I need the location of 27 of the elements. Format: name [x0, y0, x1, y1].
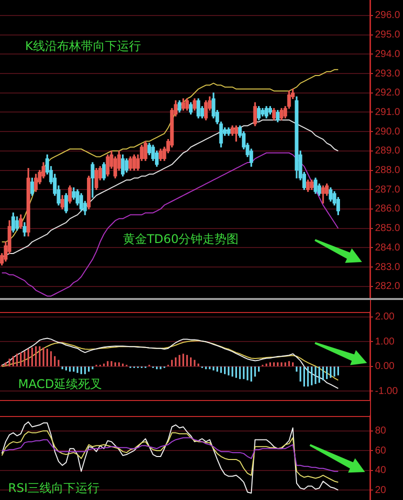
y-tick-label: 2.00 [375, 312, 395, 323]
annotation: RSI三线向下运行 [8, 481, 100, 496]
y-tick-label: 288.0 [375, 165, 400, 176]
y-tick-label: 282.0 [375, 281, 400, 292]
y-tick-label: 283.0 [375, 262, 400, 273]
y-tick-label: 286.0 [375, 204, 400, 215]
y-tick-label: 292.0 [375, 88, 400, 99]
y-tick-label: 290.0 [375, 126, 400, 138]
y-tick-label: 1.00 [375, 336, 395, 348]
y-tick-label: 0.00 [375, 361, 395, 372]
y-tick-label: 80 [375, 426, 387, 437]
y-tick-label: -1.00 [375, 386, 398, 397]
y-tick-label: 294.0 [375, 48, 400, 60]
y-tick-label: 291.0 [375, 106, 400, 118]
annotation: K线沿布林带向下运行 [25, 39, 142, 54]
y-tick-label: 60 [375, 445, 387, 456]
y-tick-label: 287.0 [375, 184, 400, 196]
y-tick-label: 296.0 [375, 10, 400, 22]
y-tick-label: 295.0 [375, 30, 400, 41]
y-tick-label: 284.0 [375, 242, 400, 254]
y-tick-label: 285.0 [375, 223, 400, 234]
y-tick-label: 293.0 [375, 68, 400, 80]
y-tick-label: 289.0 [375, 146, 400, 157]
y-tick-label: 20 [375, 484, 387, 496]
text: 黄金TD60分钟走势图 [122, 232, 239, 246]
annotation: MACD延续死叉 [18, 377, 102, 392]
y-tick-label: 40 [375, 465, 387, 476]
